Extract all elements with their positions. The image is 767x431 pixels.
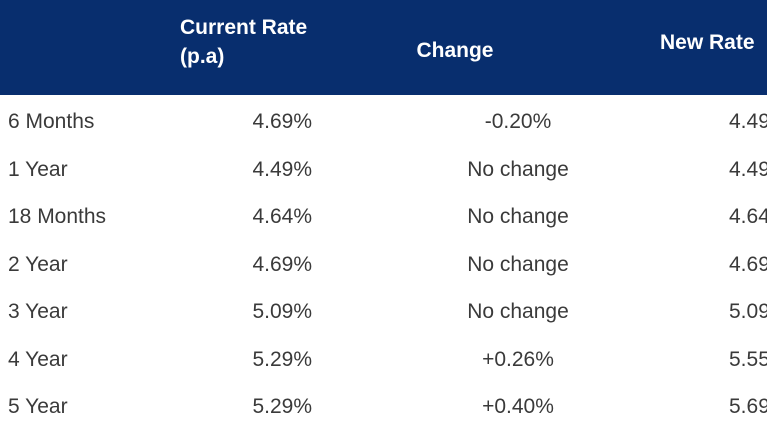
new-rate-cell: 4.69%: [729, 252, 767, 276]
current-rate-cell: 4.64%: [252, 205, 312, 228]
current-rate-cell: 4.49%: [252, 157, 312, 181]
new-rate-cell: 5.69%: [729, 395, 767, 418]
term-cell: 3 Year: [8, 300, 68, 323]
change-cell: +0.26%: [482, 347, 554, 371]
term-cell: 18 Months: [8, 205, 107, 228]
current-rate-cell: 4.69%: [252, 252, 312, 276]
change-cell: No change: [467, 300, 569, 323]
change-cell: No change: [467, 157, 569, 181]
new-rate-cell: 5.09%: [729, 300, 767, 323]
new-rate-cell: 4.49%: [729, 157, 767, 181]
change-cell: No change: [467, 252, 569, 276]
header-current-rate: Current Rate (p.a): [180, 16, 308, 68]
current-rate-cell: 5.29%: [252, 347, 312, 371]
new-rate-cell: 4.64%: [729, 205, 767, 228]
new-rate-cell: 4.49%: [729, 110, 767, 133]
current-rate-cell: 5.29%: [252, 395, 312, 418]
term-cell: 6 Months: [8, 110, 95, 133]
term-cell: 5 Year: [8, 395, 68, 418]
change-cell: +0.40%: [482, 395, 554, 418]
table-header: Current Rate (p.a) Change New Rate: [0, 0, 767, 95]
term-cell: 2 Year: [8, 252, 68, 276]
header-new-rate: New Rate: [660, 31, 755, 54]
change-cell: -0.20%: [484, 110, 552, 133]
header-change: Change: [416, 39, 494, 62]
current-rate-cell: 5.09%: [252, 300, 312, 323]
term-cell: 1 Year: [8, 157, 68, 181]
new-rate-cell: 5.55%: [729, 347, 767, 371]
current-rate-cell: 4.69%: [252, 110, 312, 133]
term-cell: 4 Year: [8, 347, 68, 371]
change-cell: No change: [467, 205, 569, 228]
